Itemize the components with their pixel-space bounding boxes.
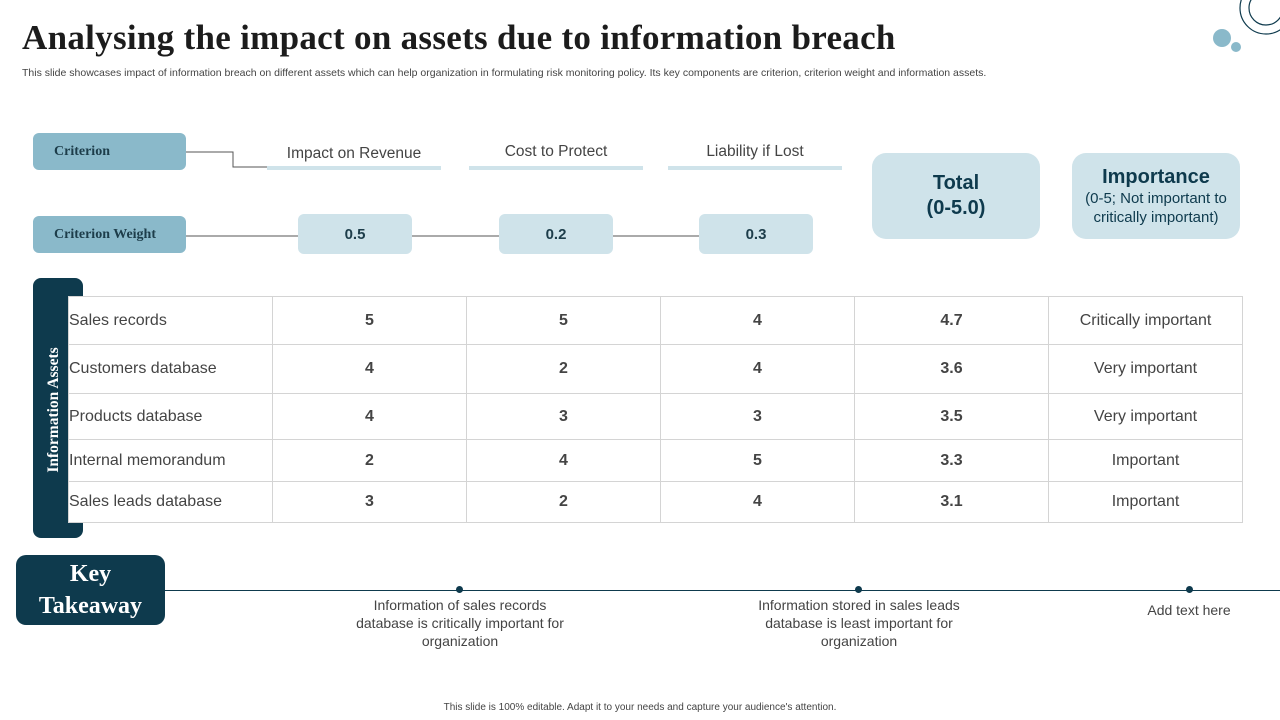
revenue-score: 2	[272, 439, 467, 482]
importance-header-box: Importance (0-5; Not important to critic…	[1072, 153, 1240, 239]
liability-score: 4	[660, 344, 855, 394]
weight-liability-if-lost: 0.3	[699, 214, 813, 254]
total-score: 3.3	[854, 439, 1049, 482]
key-takeaway-badge: Key Takeaway	[16, 555, 165, 625]
revenue-score: 4	[272, 344, 467, 394]
cost-score: 4	[466, 439, 661, 482]
takeaway-text: Add text here	[1147, 602, 1231, 618]
footer-note: This slide is 100% editable. Adapt it to…	[443, 702, 837, 713]
takeaway-text: Information stored in sales leads databa…	[758, 597, 960, 649]
cost-score: 2	[466, 344, 661, 394]
timeline-dot	[456, 586, 463, 593]
total-score: 4.7	[854, 296, 1049, 345]
table-row: Products database 4 3 3 3.5 Very importa…	[68, 393, 1243, 440]
table-row: Sales leads database 3 2 4 3.1 Important	[68, 481, 1243, 523]
criterion-label: Criterion	[33, 133, 186, 170]
importance-title: Importance	[1102, 166, 1210, 188]
revenue-score: 3	[272, 481, 467, 523]
total-range: (0-5.0)	[926, 197, 986, 219]
criterion-weight-label: Criterion Weight	[33, 216, 186, 253]
column-cost-to-protect: Cost to Protect	[504, 143, 608, 160]
cost-score: 3	[466, 393, 661, 440]
importance-value: Very important	[1048, 344, 1243, 394]
importance-value: Important	[1048, 481, 1243, 523]
importance-value: Important	[1048, 439, 1243, 482]
total-score: 3.6	[854, 344, 1049, 394]
revenue-score: 4	[272, 393, 467, 440]
column-liability-if-lost: Liability if Lost	[706, 143, 804, 160]
asset-name: Sales leads database	[68, 481, 273, 523]
importance-value: Critically important	[1048, 296, 1243, 345]
table-row: Customers database 4 2 4 3.6 Very import…	[68, 344, 1243, 394]
connector-lines	[186, 151, 699, 237]
column-underline	[469, 166, 643, 170]
page-title: Analysing the impact on assets due to in…	[22, 18, 896, 57]
liability-score: 4	[660, 296, 855, 345]
total-header-box: Total (0-5.0)	[872, 153, 1040, 239]
column-impact-on-revenue: Impact on Revenue	[286, 145, 422, 162]
liability-score: 5	[660, 439, 855, 482]
liability-score: 4	[660, 481, 855, 523]
asset-name: Sales records	[68, 296, 273, 345]
cost-score: 2	[466, 481, 661, 523]
table-row: Sales records 5 5 4 4.7 Critically impor…	[68, 296, 1243, 345]
timeline-dot	[1186, 586, 1193, 593]
asset-name: Products database	[68, 393, 273, 440]
total-title: Total	[932, 172, 980, 194]
assets-table: Sales records 5 5 4 4.7 Critically impor…	[68, 296, 1243, 523]
asset-name: Internal memorandum	[68, 439, 273, 482]
takeaway-timeline	[165, 590, 1280, 591]
weight-cost-to-protect: 0.2	[499, 214, 613, 254]
table-row: Internal memorandum 2 4 5 3.3 Important	[68, 439, 1243, 482]
total-score: 3.1	[854, 481, 1049, 523]
key-takeaway-line1: Key	[69, 561, 112, 587]
takeaway-text: Information of sales records database is…	[356, 597, 564, 649]
column-underline	[668, 166, 842, 170]
weight-impact-on-revenue: 0.5	[298, 214, 412, 254]
key-takeaway-line2: Takeaway	[38, 593, 143, 619]
liability-score: 3	[660, 393, 855, 440]
asset-name: Customers database	[68, 344, 273, 394]
importance-value: Very important	[1048, 393, 1243, 440]
decorative-circles-icon	[1213, 0, 1280, 52]
timeline-dot	[855, 586, 862, 593]
total-score: 3.5	[854, 393, 1049, 440]
column-underline	[267, 166, 441, 170]
page-subtitle: This slide showcases impact of informati…	[22, 67, 987, 79]
importance-scale: (0-5; Not important to critically import…	[1085, 190, 1227, 226]
revenue-score: 5	[272, 296, 467, 345]
cost-score: 5	[466, 296, 661, 345]
information-assets-label: Information Assets	[45, 347, 62, 473]
